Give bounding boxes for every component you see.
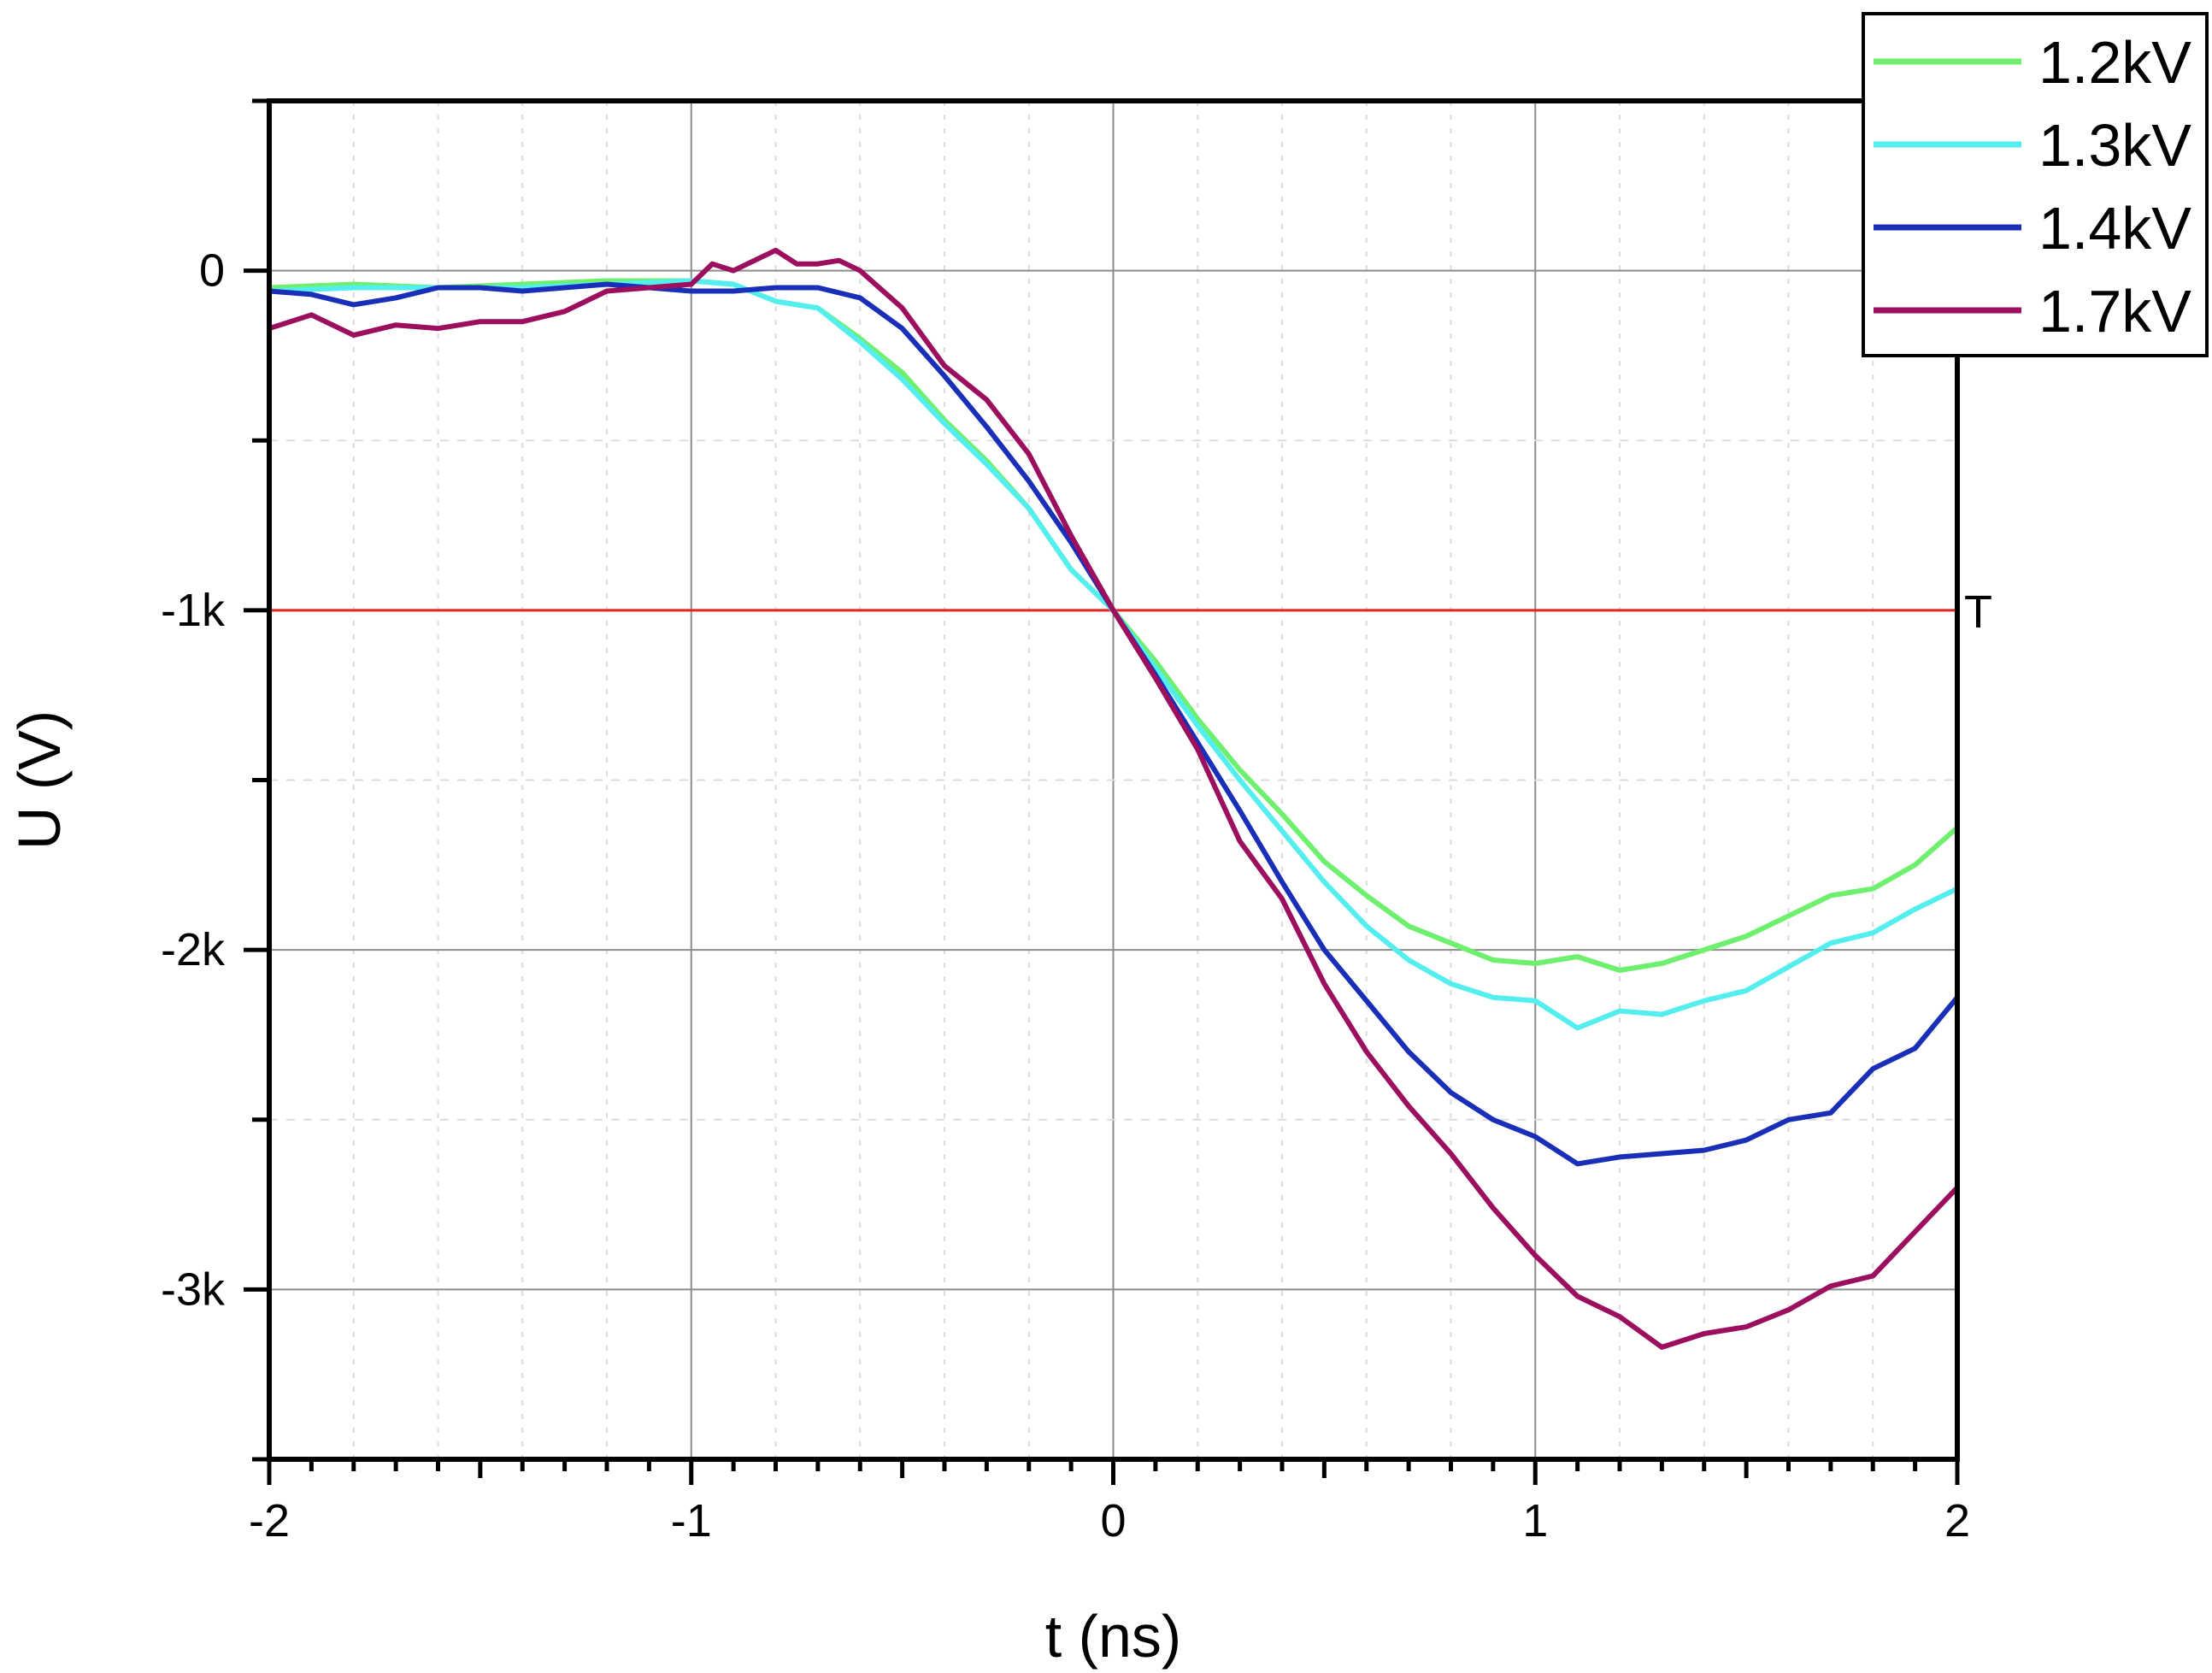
x-tick-label: 2 [1944, 1495, 1970, 1546]
x-axis: -2 -1 0 1 2 [249, 1459, 1970, 1546]
threshold-label: T [1964, 586, 1992, 638]
legend-label: 1.7kV [2038, 278, 2191, 345]
y-axis-title: U (V) [6, 710, 73, 850]
y-tick-label: 0 [199, 245, 225, 297]
grid [269, 101, 1957, 1459]
x-tick-label: 1 [1522, 1495, 1548, 1546]
y-axis: 0 -1k -2k -3k [161, 98, 269, 1462]
y-tick-label: -1k [161, 585, 226, 636]
y-tick-label: -3k [161, 1264, 226, 1315]
legend: 1.2kV 1.3kV 1.4kV 1.7kV [1862, 12, 2209, 357]
x-axis-title: t (ns) [1045, 1603, 1181, 1670]
legend-label: 1.4kV [2038, 195, 2191, 262]
series-line-1.7kV [267, 247, 1960, 1350]
legend-box [1862, 12, 2209, 357]
legend-label: 1.2kV [2038, 29, 2191, 96]
y-tick-label: -2k [161, 924, 226, 975]
x-tick-label: 0 [1100, 1495, 1126, 1546]
legend-label: 1.3kV [2038, 112, 2191, 179]
x-tick-label: -2 [249, 1495, 290, 1546]
x-tick-label: -1 [671, 1495, 712, 1546]
series-lines [267, 247, 1960, 1350]
series-line-1.3kV [267, 278, 1960, 1031]
